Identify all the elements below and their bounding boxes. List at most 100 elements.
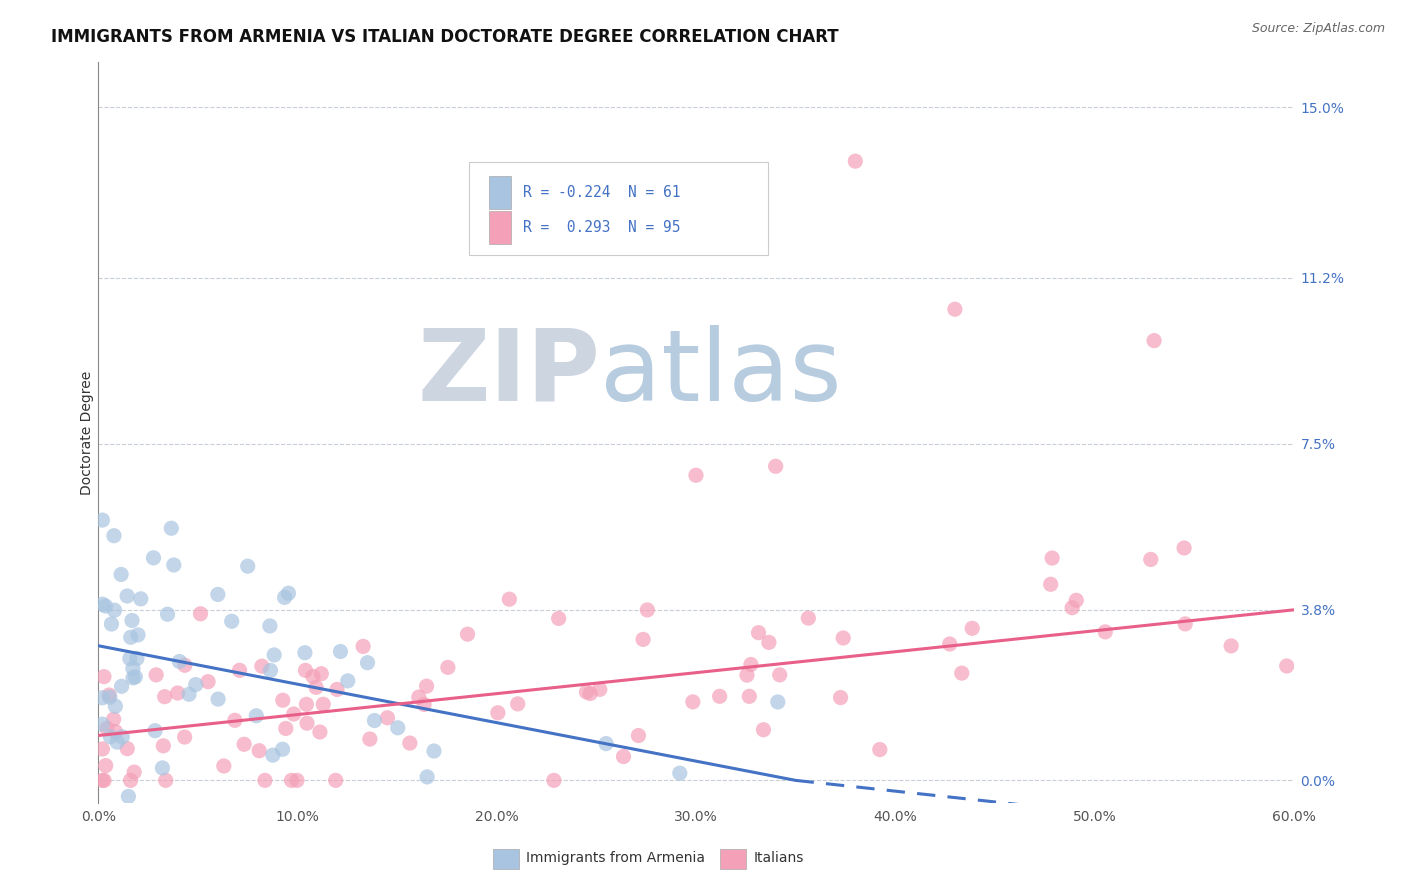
FancyBboxPatch shape [470, 162, 768, 255]
Point [177, 687, 200, 701]
FancyBboxPatch shape [720, 848, 747, 870]
Point [103, 603, 125, 617]
Text: IMMIGRANTS FROM ARMENIA VS ITALIAN DOCTORATE DEGREE CORRELATION CHART: IMMIGRANTS FROM ARMENIA VS ITALIAN DOCTO… [51, 28, 838, 45]
Point [543, 773, 565, 788]
Point [740, 657, 762, 672]
Point [94, 758, 117, 772]
Point [104, 724, 127, 739]
Point [111, 730, 134, 744]
Point [938, 637, 960, 651]
Point [100, 617, 122, 632]
Point [250, 659, 273, 673]
Point [486, 706, 509, 720]
Point [758, 635, 780, 649]
Point [423, 744, 446, 758]
Point [169, 655, 191, 669]
Point [245, 708, 267, 723]
Point [950, 666, 973, 681]
Point [197, 674, 219, 689]
Point [93, 670, 115, 684]
Point [631, 632, 654, 647]
Point [612, 749, 634, 764]
Point [1143, 334, 1166, 348]
Point [273, 591, 295, 605]
Point [356, 656, 378, 670]
Point [110, 679, 132, 693]
Point [98, 690, 121, 705]
Point [457, 627, 479, 641]
Point [153, 690, 176, 704]
Point [156, 607, 179, 622]
Point [1220, 639, 1243, 653]
Point [221, 614, 243, 628]
Point [735, 668, 758, 682]
Point [263, 648, 285, 662]
Point [93, 773, 115, 788]
Point [115, 589, 138, 603]
Point [236, 559, 259, 574]
Point [233, 737, 256, 751]
Point [325, 773, 347, 788]
Point [207, 692, 229, 706]
Point [152, 761, 174, 775]
Point [212, 759, 235, 773]
Point [259, 664, 281, 678]
Point [122, 765, 145, 780]
Point [498, 592, 520, 607]
Text: R =  0.293  N = 95: R = 0.293 N = 95 [523, 220, 681, 235]
Point [1174, 616, 1197, 631]
Text: atlas: atlas [600, 325, 842, 422]
Point [408, 690, 430, 704]
Point [271, 693, 294, 707]
Point [145, 668, 167, 682]
Point [1066, 593, 1088, 607]
Point [869, 742, 891, 756]
Point [359, 732, 381, 747]
Point [668, 766, 690, 780]
Point [943, 302, 966, 317]
Point [579, 686, 602, 700]
Point [224, 714, 246, 728]
Point [166, 686, 188, 700]
Point [253, 773, 276, 788]
Point [415, 679, 437, 693]
Point [100, 730, 122, 744]
Point [125, 651, 148, 665]
Point [294, 646, 316, 660]
Point [228, 663, 250, 677]
Point [305, 681, 328, 695]
Point [285, 773, 308, 788]
Point [94, 599, 117, 613]
Point [1275, 659, 1298, 673]
Point [190, 607, 212, 621]
Point [309, 725, 332, 739]
Point [595, 737, 617, 751]
Point [329, 644, 352, 658]
Point [91, 773, 114, 788]
Point [832, 631, 855, 645]
Point [1094, 624, 1116, 639]
Point [104, 699, 127, 714]
Point [173, 658, 195, 673]
Point [685, 468, 707, 483]
Point [294, 664, 316, 678]
Point [312, 698, 335, 712]
Point [413, 698, 436, 712]
Point [124, 670, 146, 684]
Point [295, 716, 318, 731]
Point [117, 789, 139, 804]
Text: Italians: Italians [754, 851, 804, 865]
Point [769, 668, 792, 682]
Point [103, 529, 125, 543]
Point [96, 722, 118, 736]
Point [765, 459, 787, 474]
Text: Source: ZipAtlas.com: Source: ZipAtlas.com [1251, 22, 1385, 36]
Point [155, 773, 177, 788]
Point [627, 729, 650, 743]
Point [274, 722, 297, 736]
Point [399, 736, 422, 750]
Point [91, 742, 114, 756]
FancyBboxPatch shape [489, 211, 510, 244]
Point [1139, 552, 1161, 566]
Y-axis label: Doctorate Degree: Doctorate Degree [80, 370, 94, 495]
